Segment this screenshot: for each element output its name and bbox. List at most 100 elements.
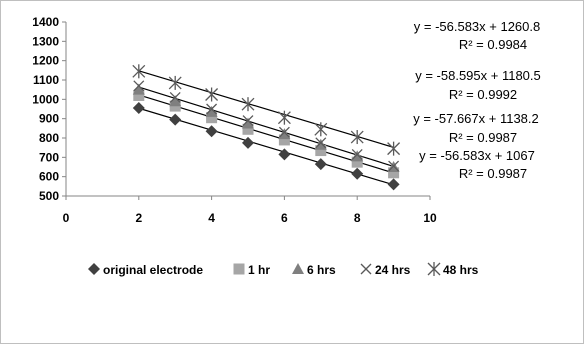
axes: 500 600 700 800 900 1000 1100 1200 1300 1400 0 2 4 6 8…: [32, 15, 437, 225]
data-point: [277, 110, 291, 125]
x-marker-stroke: [169, 91, 181, 103]
square-marker: [278, 134, 290, 146]
x-tick-label: 8: [354, 211, 361, 225]
legend-item: original electrode: [88, 263, 203, 277]
legend-label: 6 hrs: [307, 263, 336, 277]
data-point: [206, 112, 218, 124]
diamond-marker: [169, 113, 182, 126]
legend-item: 1 hr: [233, 263, 270, 277]
y-tick-label: 900: [39, 112, 59, 126]
diamond-marker: [314, 158, 327, 171]
data-point: [314, 122, 328, 137]
triangle-marker: [132, 83, 145, 95]
r-squared-label: R² = 0.9987: [459, 166, 527, 181]
data-point: [278, 148, 291, 161]
diamond-marker: [205, 125, 218, 138]
legend-marker: [427, 262, 441, 276]
triangle-marker: [169, 95, 182, 107]
data-point: [315, 137, 327, 149]
r-squared-label: R² = 0.9984: [459, 37, 527, 52]
data-point: [242, 117, 254, 129]
triangle-marker: [292, 263, 304, 274]
data-point: [242, 115, 254, 127]
trendline-annotations: y = -56.583x + 1260.8 R² = 0.9984 y = -58.…: [413, 19, 541, 181]
triangle-marker: [205, 105, 218, 117]
square-marker: [133, 89, 145, 101]
trendlines: [138, 70, 394, 186]
trendline: [138, 94, 394, 174]
x-marker-stroke: [133, 80, 145, 92]
square-marker: [315, 145, 327, 157]
trendline: [138, 70, 394, 148]
diamond-marker: [387, 178, 400, 191]
legend-marker: [360, 263, 372, 275]
data-point: [241, 97, 255, 112]
data-point: [387, 178, 400, 191]
data-point: [168, 75, 182, 90]
data-point: [351, 148, 363, 160]
square-marker: [206, 112, 218, 124]
legend-item: 24 hrs: [360, 263, 411, 277]
square-marker: [233, 263, 245, 275]
data-point: [206, 103, 218, 115]
data-point: [278, 134, 290, 146]
data-point: [205, 125, 218, 138]
y-tick-label: 1000: [32, 92, 59, 106]
legend-marker: [88, 263, 100, 275]
data-point: [133, 80, 145, 92]
legend-item: 48 hrs: [427, 262, 479, 277]
data-point: [205, 87, 219, 102]
data-point: [132, 102, 145, 115]
legend-label: 1 hr: [248, 263, 270, 277]
x-tick-label: 4: [208, 211, 215, 225]
data-point: [314, 158, 327, 171]
y-tick-label: 500: [39, 189, 59, 203]
square-marker: [351, 156, 363, 168]
diamond-marker: [351, 167, 364, 180]
y-tick-label: 1200: [32, 54, 59, 68]
x-marker-stroke: [360, 263, 372, 275]
square-marker: [242, 123, 254, 135]
diamond-marker: [242, 136, 254, 149]
diamond-marker: [132, 102, 145, 115]
triangle-marker: [351, 150, 364, 162]
data-point: [388, 167, 400, 179]
data-point: [278, 126, 290, 138]
data-point: [351, 150, 364, 162]
legend-marker: [292, 263, 304, 274]
data-point: [242, 123, 254, 135]
x-tick-label: 10: [423, 211, 437, 225]
x-tick-label: 0: [63, 211, 70, 225]
trendline-equation: y = -56.583x + 1067: [419, 148, 535, 163]
trendline-equation: y = -58.595x + 1180.5: [415, 68, 541, 83]
data-point: [169, 113, 182, 126]
legend-label: 48 hrs: [443, 263, 479, 277]
triangle-marker: [314, 138, 327, 150]
y-tick-label: 600: [39, 170, 59, 184]
y-tick-label: 1400: [32, 15, 59, 29]
legend-label: 24 hrs: [375, 263, 411, 277]
trendline-equation: y = -57.667x + 1138.2: [413, 111, 539, 126]
data-point: [350, 130, 364, 145]
triangle-marker: [278, 128, 291, 140]
data-point: [315, 145, 327, 157]
trendline-equation: y = -56.583x + 1260.8: [414, 19, 540, 34]
x-marker-stroke: [206, 103, 218, 115]
data-points: [132, 64, 401, 191]
legend-item: 6 hrs: [292, 263, 336, 277]
data-point: [314, 138, 327, 150]
trendline: [138, 86, 394, 167]
legend: original electrode 1 hr 6 hrs 24 hrs 48 hrs: [88, 262, 479, 277]
trendline: [138, 107, 394, 186]
y-tick-label: 1300: [32, 34, 59, 48]
legend-marker: [233, 263, 245, 275]
x-marker-stroke: [315, 137, 327, 149]
data-point: [242, 136, 254, 149]
data-point: [351, 167, 364, 180]
data-point: [169, 95, 182, 107]
r-squared-label: R² = 0.9987: [449, 130, 517, 145]
diamond-marker: [278, 148, 291, 161]
triangle-marker: [242, 117, 254, 129]
